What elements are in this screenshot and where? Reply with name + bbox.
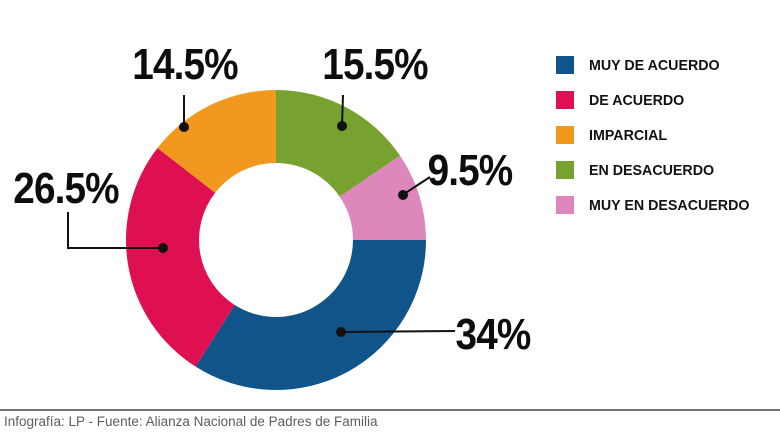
callout-line-en-desacuerdo bbox=[341, 94, 344, 127]
legend-label: EN DESACUERDO bbox=[589, 161, 715, 179]
legend-row: MUY DE ACUERDO bbox=[556, 56, 758, 74]
pct-label-muy-de-acuerdo: 34% bbox=[455, 310, 532, 359]
donut-slice-en-desacuerdo bbox=[276, 90, 401, 197]
legend-row: DE ACUERDO bbox=[556, 91, 758, 109]
pct-label-en-desacuerdo: 15.5% bbox=[322, 40, 428, 89]
donut-slice-de-acuerdo bbox=[126, 148, 235, 367]
legend-label: MUY DE ACUERDO bbox=[589, 56, 720, 74]
legend-label: DE ACUERDO bbox=[589, 91, 685, 109]
callout-dot-muy-en-desacuerdo bbox=[398, 190, 408, 200]
callout-lines bbox=[67, 94, 456, 337]
donut-slice-muy-en-desacuerdo bbox=[339, 155, 426, 240]
legend-swatch bbox=[556, 91, 574, 109]
callout-dot-en-desacuerdo bbox=[337, 121, 347, 131]
footer-credit: Infografía: LP - Fuente: Alianza Naciona… bbox=[4, 414, 378, 429]
pct-label-de-acuerdo: 26.5% bbox=[13, 164, 119, 213]
donut-slice-muy-de-acuerdo bbox=[195, 240, 426, 390]
callout-line-de-acuerdo bbox=[67, 212, 163, 249]
legend-row: IMPARCIAL bbox=[556, 126, 758, 144]
pct-label-muy-en-desacuerdo: 9.5% bbox=[427, 146, 514, 195]
legend-swatch bbox=[556, 161, 574, 179]
pct-label-imparcial: 14.5% bbox=[132, 40, 238, 89]
legend-label: MUY EN DESACUERDO bbox=[589, 196, 750, 214]
legend-row: EN DESACUERDO bbox=[556, 161, 758, 179]
donut-slices bbox=[126, 90, 426, 390]
legend-row: MUY EN DESACUERDO bbox=[556, 196, 758, 214]
callout-line-muy-de-acuerdo bbox=[340, 330, 456, 333]
callout-dot-imparcial bbox=[179, 122, 189, 132]
legend-swatch bbox=[556, 56, 574, 74]
callout-line-muy-en-desacuerdo bbox=[403, 176, 431, 195]
legend-swatch bbox=[556, 126, 574, 144]
callout-dot-de-acuerdo bbox=[158, 243, 168, 253]
legend: MUY DE ACUERDO DE ACUERDO IMPARCIAL EN D… bbox=[556, 56, 758, 231]
callout-dot-muy-de-acuerdo bbox=[336, 327, 346, 337]
legend-label: IMPARCIAL bbox=[589, 126, 668, 144]
footer-divider bbox=[0, 409, 780, 411]
legend-swatch bbox=[556, 196, 574, 214]
donut-slice-imparcial bbox=[157, 90, 276, 193]
